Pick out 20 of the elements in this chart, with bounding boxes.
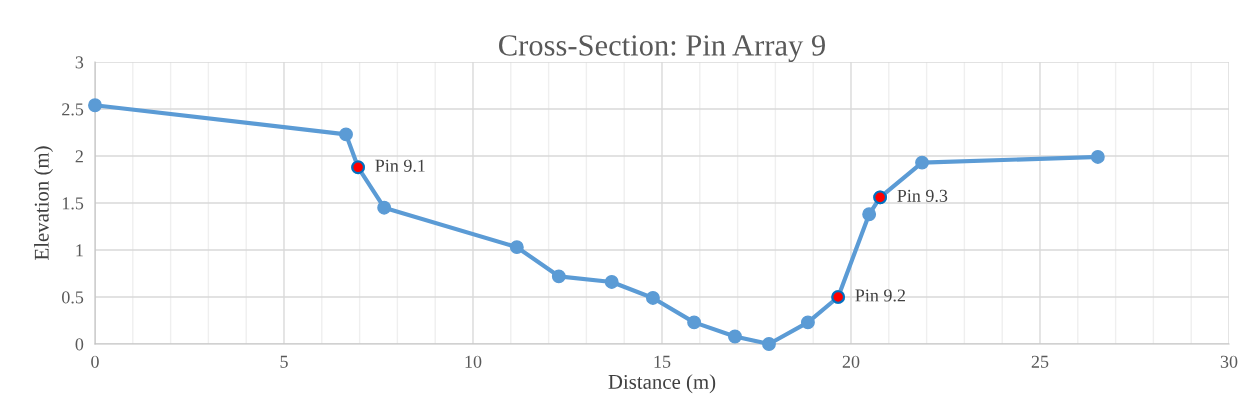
- chart-title: Cross-Section: Pin Array 9: [499, 35, 825, 62]
- annotation: Pin 9.1: [375, 159, 425, 172]
- x-tick-label: 0: [91, 355, 99, 368]
- x-axis-title: Distance (m): [608, 374, 716, 394]
- y-tick-label: 0.5: [62, 291, 84, 304]
- x-tick-label: 25: [1031, 355, 1049, 368]
- y-axis-title: Elevation (m): [34, 146, 53, 260]
- annotation: Pin 9.2: [855, 289, 905, 302]
- x-tick-label: 30: [1220, 355, 1238, 368]
- x-tick-label: 20: [842, 355, 860, 368]
- y-tick-label: 1: [76, 244, 83, 257]
- x-tick-label: 15: [654, 355, 671, 368]
- y-tick-label: 0: [75, 338, 84, 351]
- y-tick-label: 2.5: [62, 103, 84, 116]
- y-tick-label: 2: [75, 150, 83, 163]
- y-tick-label: 1.5: [62, 197, 84, 210]
- y-tick-label: 3: [75, 56, 84, 69]
- x-tick-label: 5: [280, 355, 288, 368]
- annotation: Pin 9.3: [897, 189, 948, 202]
- x-tick-label: 10: [465, 355, 482, 368]
